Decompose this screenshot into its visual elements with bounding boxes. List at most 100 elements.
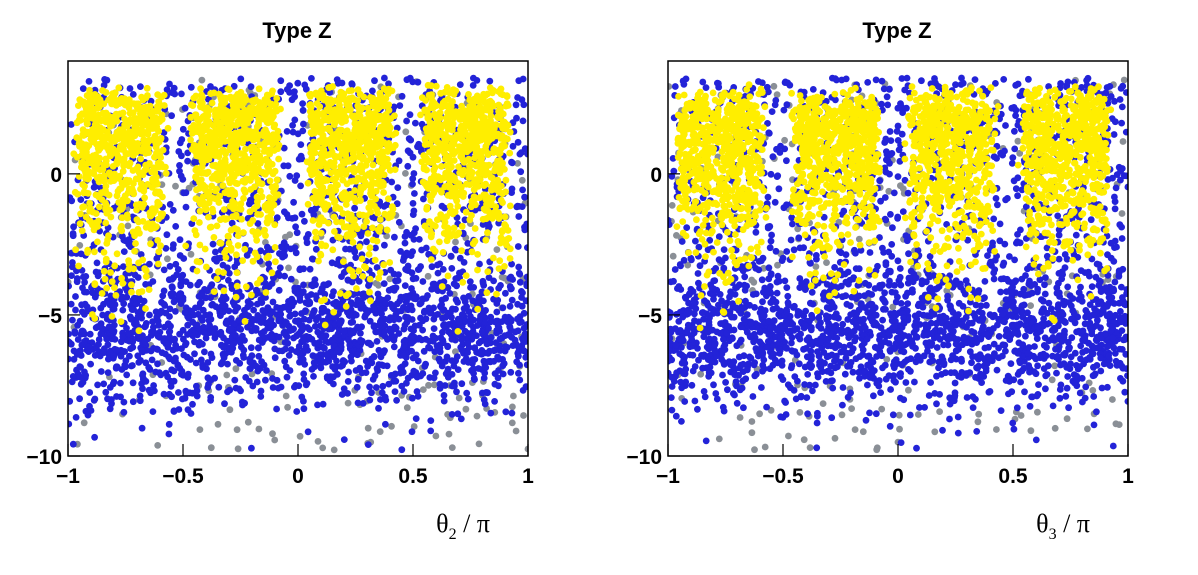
yellow-point xyxy=(84,154,92,162)
yellow-point xyxy=(160,91,168,99)
blue-point xyxy=(196,278,203,286)
yellow-point xyxy=(129,115,137,123)
yellow-point xyxy=(265,134,273,142)
yellow-point xyxy=(389,144,397,152)
blue-point xyxy=(482,319,489,327)
yellow-point xyxy=(91,121,99,128)
gray-point xyxy=(248,370,256,378)
blue-point xyxy=(328,336,336,344)
yellow-point xyxy=(107,269,114,276)
blue-point xyxy=(391,388,399,395)
gray-point xyxy=(518,176,526,184)
blue-point xyxy=(418,246,425,254)
blue-point xyxy=(334,330,342,338)
blue-point xyxy=(281,272,288,280)
blue-point xyxy=(362,357,370,365)
blue-point xyxy=(275,333,283,341)
yellow-point xyxy=(271,167,279,175)
blue-point xyxy=(407,136,415,144)
yellow-point xyxy=(264,167,272,175)
blue-point xyxy=(271,354,279,362)
yellow-point xyxy=(323,106,331,114)
blue-point xyxy=(254,312,262,319)
blue-point xyxy=(281,339,289,346)
yellow-point xyxy=(381,125,389,133)
yellow-point xyxy=(208,182,216,190)
blue-point xyxy=(317,356,325,363)
yellow-point xyxy=(268,90,276,97)
blue-point xyxy=(167,383,175,390)
blue-point xyxy=(370,305,378,313)
blue-point xyxy=(441,382,449,389)
blue-point xyxy=(388,178,396,186)
blue-point xyxy=(258,358,265,366)
blue-point xyxy=(410,295,418,302)
blue-point xyxy=(512,101,520,109)
blue-point xyxy=(168,393,176,401)
yellow-point xyxy=(98,290,106,297)
blue-point xyxy=(495,355,502,363)
yellow-point xyxy=(142,94,150,102)
blue-point xyxy=(68,194,74,202)
yellow-point xyxy=(108,313,116,320)
yellow-point xyxy=(367,208,374,216)
yellow-point xyxy=(126,159,134,167)
blue-point xyxy=(165,276,173,284)
blue-point xyxy=(68,420,73,428)
blue-point xyxy=(382,420,389,428)
blue-point xyxy=(165,430,173,438)
yellow-point xyxy=(255,115,263,122)
yellow-point xyxy=(127,281,135,289)
yellow-point xyxy=(151,165,159,173)
blue-point xyxy=(371,77,378,85)
blue-point xyxy=(503,344,511,351)
blue-point xyxy=(390,285,397,292)
yellow-point xyxy=(102,186,109,194)
yellow-point xyxy=(317,93,325,101)
blue-point xyxy=(171,90,179,98)
blue-point xyxy=(246,247,254,254)
yellow-point xyxy=(76,112,84,120)
blue-point xyxy=(199,306,207,314)
yellow-point xyxy=(312,91,320,98)
yellow-point xyxy=(241,132,248,140)
blue-point xyxy=(414,78,422,86)
yellow-point xyxy=(196,97,204,105)
blue-point xyxy=(480,374,488,382)
blue-point xyxy=(85,78,93,85)
yellow-point xyxy=(383,160,390,168)
blue-point xyxy=(476,350,484,357)
gray-point xyxy=(271,436,279,444)
blue-point xyxy=(200,329,208,336)
blue-point xyxy=(506,302,514,310)
yellow-point xyxy=(92,151,99,159)
blue-point xyxy=(252,325,260,332)
blue-point xyxy=(516,278,524,286)
blue-point xyxy=(255,352,263,360)
yellow-point xyxy=(111,284,118,292)
yellow-point xyxy=(215,153,223,161)
yellow-point xyxy=(113,192,121,200)
blue-point xyxy=(210,329,218,337)
blue-point xyxy=(81,278,88,286)
blue-point xyxy=(347,299,355,307)
yellow-point xyxy=(332,153,340,161)
yellow-point xyxy=(352,124,359,132)
yellow-point xyxy=(80,203,88,211)
yellow-point xyxy=(117,318,125,325)
yellow-point xyxy=(226,203,234,210)
blue-point xyxy=(276,317,284,325)
yellow-point xyxy=(340,90,348,98)
blue-point xyxy=(409,394,416,402)
blue-point xyxy=(257,387,265,395)
blue-point xyxy=(188,308,195,315)
blue-point xyxy=(495,382,502,390)
blue-point xyxy=(317,364,325,372)
blue-point xyxy=(354,351,361,359)
blue-point xyxy=(298,155,306,163)
gray-point xyxy=(282,392,290,400)
blue-point xyxy=(386,325,394,333)
yellow-point xyxy=(134,146,142,154)
blue-point xyxy=(451,245,459,253)
blue-point xyxy=(257,247,265,255)
